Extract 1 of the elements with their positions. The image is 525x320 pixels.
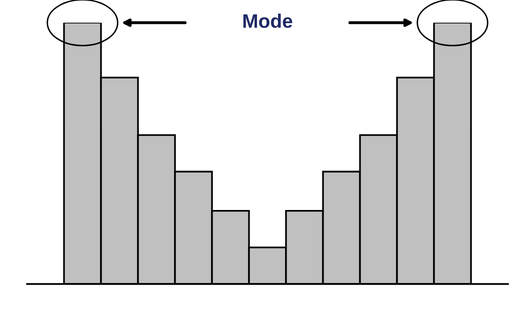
annotation: Mode [243,14,292,28]
